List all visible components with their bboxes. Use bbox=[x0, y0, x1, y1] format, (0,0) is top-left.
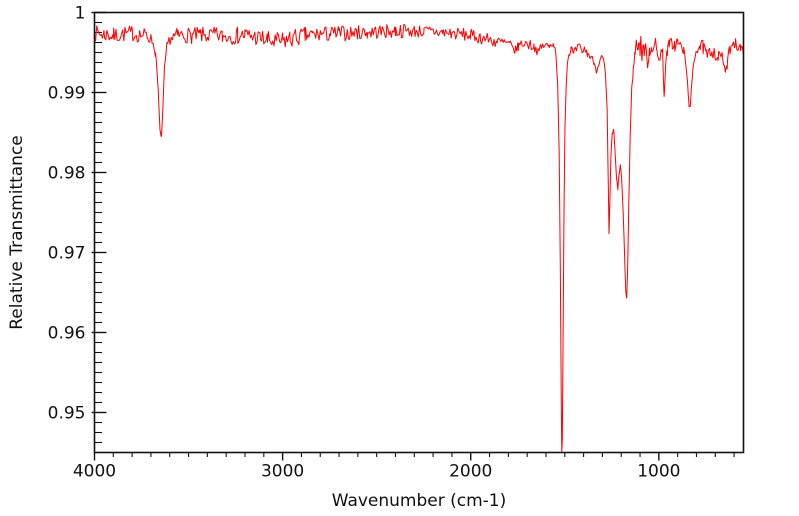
major-ticks bbox=[91, 11, 660, 461]
tick-label: 0.96 bbox=[48, 324, 86, 344]
tick-label: 0.99 bbox=[48, 84, 86, 104]
tick-label: 1 bbox=[75, 4, 86, 24]
axis-tick-labels: 4000 3000 2000 1000 1 0.99 0.98 0.97 0.96 0.95 bbox=[48, 4, 681, 482]
spectrum-trace-line bbox=[94, 24, 744, 452]
tick-label: 0.97 bbox=[48, 244, 86, 264]
plot-frame bbox=[93, 11, 745, 454]
y-axis-title: Relative Transmittance bbox=[7, 135, 27, 330]
tick-label: 3000 bbox=[261, 462, 304, 482]
tick-label: 4000 bbox=[73, 462, 116, 482]
x-axis-title: Wavenumber (cm-1) bbox=[332, 491, 507, 511]
tick-label: 1000 bbox=[637, 462, 680, 482]
tick-label: 2000 bbox=[449, 462, 492, 482]
minor-ticks bbox=[94, 21, 735, 457]
tick-label: 0.95 bbox=[48, 404, 86, 424]
tick-label: 0.98 bbox=[48, 164, 86, 184]
